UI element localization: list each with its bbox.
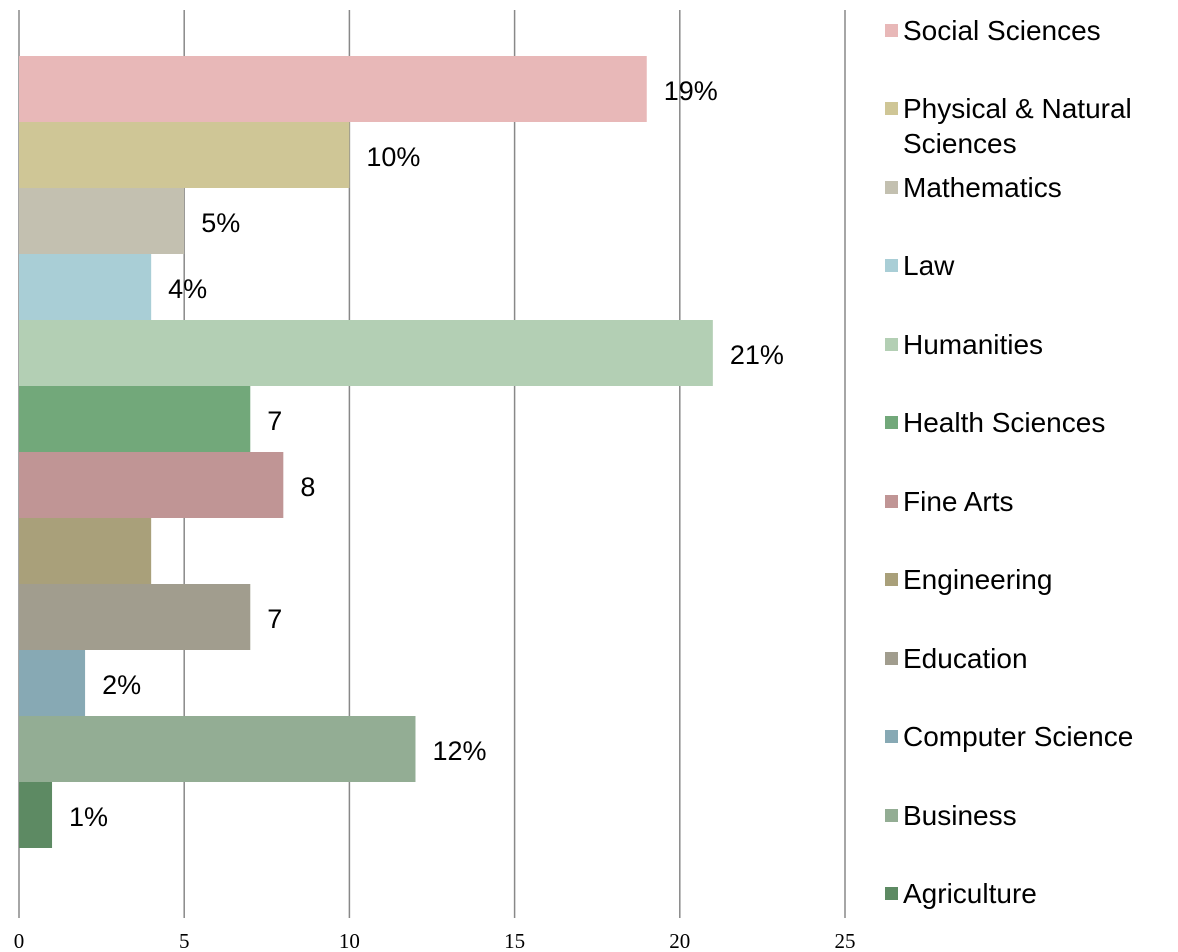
legend-item: Agriculture [885, 876, 1175, 911]
legend-item: Engineering [885, 562, 1175, 597]
legend-label: Fine Arts [903, 485, 1014, 517]
x-tick-label: 20 [669, 929, 690, 952]
legend-item: Fine Arts [885, 484, 1175, 519]
bar [19, 584, 251, 650]
legend-item: Physical & Natural Sciences [885, 91, 1175, 161]
legend-swatch [885, 180, 898, 194]
legend-label: Business [903, 799, 1017, 831]
x-tick-label: 15 [504, 929, 525, 952]
legend-swatch [885, 259, 898, 273]
bar [19, 716, 416, 782]
bar [19, 254, 152, 320]
legend-item: Health Sciences [885, 405, 1175, 440]
legend-swatch [885, 573, 898, 587]
legend-item: Humanities [885, 327, 1175, 362]
legend-item: Computer Science [885, 719, 1175, 754]
data-label: 7 [267, 406, 282, 436]
data-label: 2% [102, 670, 141, 700]
legend-swatch [885, 24, 898, 37]
legend-label: Computer Science [903, 721, 1134, 753]
legend-label: Health Sciences [903, 407, 1106, 439]
x-tick-label: 10 [339, 929, 360, 952]
data-label: 5% [201, 208, 240, 238]
data-label: 7 [267, 604, 282, 634]
legend-item: Mathematics [885, 170, 1175, 205]
bar [19, 386, 251, 452]
x-tick-label: 25 [835, 929, 856, 952]
data-label: 12% [432, 736, 486, 766]
bar [19, 452, 284, 518]
data-label: 8 [300, 472, 315, 502]
bar [19, 188, 185, 254]
legend-label: Law [903, 250, 955, 282]
bar [19, 650, 86, 716]
legend-swatch [885, 730, 898, 744]
legend-label: Humanities [903, 328, 1044, 360]
legend-item: Law [885, 248, 1175, 283]
bar [19, 56, 647, 122]
legend-swatch [885, 102, 898, 116]
legend-swatch [885, 651, 898, 665]
legend-label: Social Sciences [903, 15, 1101, 46]
legend-item: Social Sciences [885, 13, 1175, 48]
bar [19, 782, 53, 848]
legend-label: Engineering [903, 564, 1053, 596]
legend-swatch [885, 494, 898, 508]
legend-label: Education [903, 642, 1028, 674]
legend-item: Education [885, 641, 1175, 676]
legend-label: Physical & Natural Sciences [903, 93, 1132, 160]
x-tick-label: 0 [14, 929, 25, 952]
legend-item: Business [885, 798, 1175, 833]
bar [19, 122, 350, 188]
data-label: 4% [168, 274, 207, 304]
bar [19, 320, 713, 386]
data-label: 1% [69, 802, 108, 832]
data-label: 21% [730, 340, 784, 370]
legend-swatch [885, 887, 898, 900]
legend-swatch [885, 337, 898, 351]
data-label: 19% [664, 76, 718, 106]
legend-swatch [885, 416, 898, 430]
legend-swatch [885, 808, 898, 822]
bar [19, 518, 152, 584]
x-tick-label: 5 [179, 929, 190, 952]
data-label: 10% [366, 142, 420, 172]
legend-label: Agriculture [903, 878, 1037, 909]
legend-label: Mathematics [903, 171, 1062, 203]
